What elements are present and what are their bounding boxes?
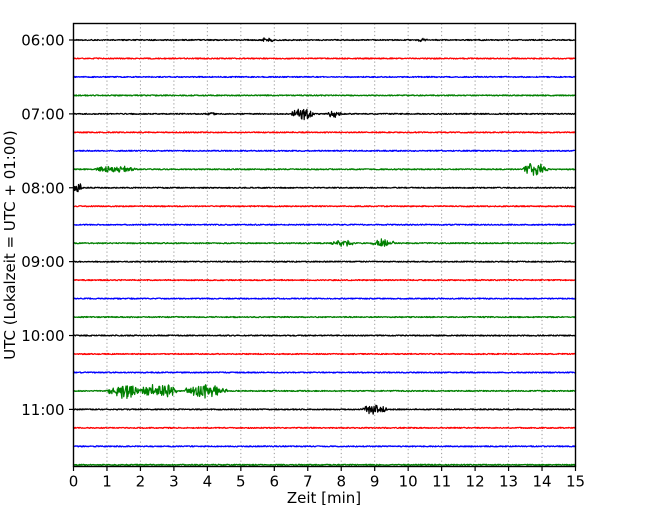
seismic-trace	[72, 238, 577, 247]
y-tick-label: 10:00	[21, 327, 64, 345]
seismic-trace	[72, 384, 577, 400]
x-tick-label: 13	[499, 473, 518, 491]
seismic-trace	[72, 57, 577, 60]
seismic-trace	[72, 445, 577, 448]
seismic-trace	[72, 108, 577, 121]
x-tick-label: 12	[466, 473, 485, 491]
seismic-trace	[72, 131, 577, 134]
x-tick-label: 5	[236, 473, 246, 491]
trace-lines	[72, 37, 577, 466]
plot-frame	[72, 22, 577, 468]
seismic-trace	[72, 426, 577, 430]
seismic-trace	[72, 183, 577, 193]
x-tick-label: 14	[532, 473, 551, 491]
seismic-trace	[72, 205, 577, 208]
seismic-trace	[72, 315, 577, 319]
x-tick-label: 11	[432, 473, 451, 491]
seismic-trace	[72, 371, 577, 374]
y-tick-label: 06:00	[21, 32, 64, 50]
y-axis-label: UTC (Lokalzeit = UTC + 01:00)	[1, 130, 19, 360]
x-tick-label: 15	[566, 473, 585, 491]
x-tick-label: 4	[203, 473, 213, 491]
seismic-trace	[72, 334, 577, 337]
x-tick-label: 7	[303, 473, 313, 491]
seismic-trace	[72, 404, 577, 415]
seismic-trace	[72, 223, 577, 226]
x-tick-label: 0	[69, 473, 79, 491]
x-tick-label: 2	[136, 473, 146, 491]
y-axis-ticks: 06:00 07:00 08:00 09:00 10:00 11:00	[21, 32, 74, 419]
seismic-trace	[72, 278, 577, 282]
x-axis-label: Zeit [min]	[287, 489, 361, 507]
seismic-trace	[72, 163, 577, 176]
grid-lines	[106, 23, 543, 467]
x-tick-label: 8	[336, 473, 346, 491]
seismic-trace	[72, 94, 577, 97]
x-tick-label: 3	[169, 473, 179, 491]
seismic-trace	[72, 352, 577, 356]
y-tick-label: 07:00	[21, 105, 64, 123]
y-tick-label: 09:00	[21, 253, 64, 271]
x-axis-ticks: 0 1 2 3 4 5 6 7 8 9 10 11 12 13 14 15	[69, 466, 585, 491]
x-tick-label: 6	[270, 473, 280, 491]
x-tick-label: 10	[399, 473, 418, 491]
seismic-trace	[72, 37, 577, 43]
y-tick-label: 08:00	[21, 179, 64, 197]
seismic-trace	[72, 75, 577, 79]
seismic-trace	[72, 260, 577, 263]
seismic-trace	[72, 149, 577, 152]
x-tick-label: 1	[102, 473, 112, 491]
x-tick-label: 9	[370, 473, 380, 491]
seismic-trace	[72, 297, 577, 300]
y-tick-label: 11:00	[21, 401, 64, 419]
seismic-trace	[72, 463, 577, 466]
